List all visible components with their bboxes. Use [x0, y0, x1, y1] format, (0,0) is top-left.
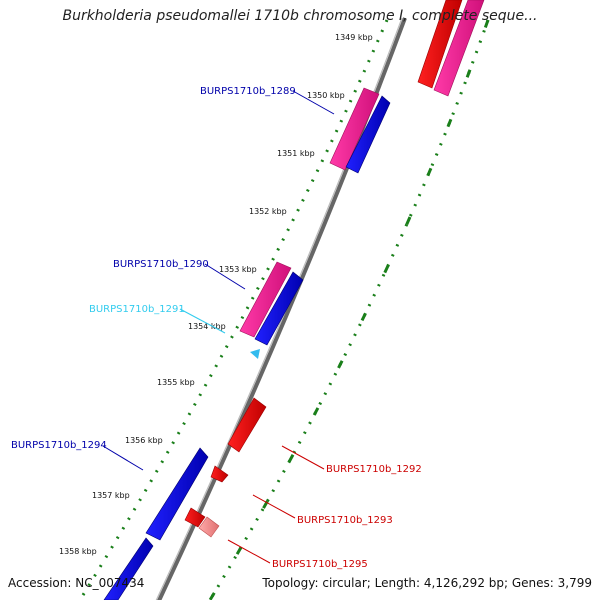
gene-arrow-red-top[interactable]: [417, 0, 463, 89]
label-leaders: [102, 90, 335, 564]
accession-text: Accession: NC_007434: [8, 576, 145, 590]
ruler-tick-label: 1349 kbp: [335, 33, 373, 42]
ruler-tick-label: 1357 kbp: [92, 491, 130, 500]
gene-burps1710b-1290-blue[interactable]: [254, 271, 304, 346]
ruler-tick-label: 1354 kbp: [188, 322, 226, 331]
ruler-tick-label: 1355 kbp: [157, 378, 195, 387]
gene-burps1710b-1289-blue[interactable]: [345, 95, 391, 174]
genome-summary-text: Topology: circular; Length: 4,126,292 bp…: [262, 576, 592, 590]
gene-burps1710b-1295[interactable]: [198, 516, 220, 538]
gene-features: [103, 0, 485, 600]
leader-line: [292, 90, 335, 115]
ruler-tick-label: 1358 kbp: [59, 547, 97, 556]
leader-line: [281, 445, 325, 470]
ruler-tick-label: 1350 kbp: [307, 91, 345, 100]
gene-burps1710b-1294[interactable]: [145, 447, 209, 541]
leader-line: [179, 308, 226, 334]
ruler-tick-label: 1356 kbp: [125, 436, 163, 445]
ruler-tick-label: 1351 kbp: [277, 149, 315, 158]
gc-track: [208, 19, 490, 600]
gene-burps1710b-1293[interactable]: [210, 465, 229, 483]
leader-line: [252, 494, 296, 519]
gene-label[interactable]: BURPS1710b_1295: [272, 559, 368, 570]
ruler-tick-labels: 1349 kbp 1350 kbp 1351 kbp 1352 kbp 1353…: [59, 33, 373, 556]
gene-burps1710b-1290-pink[interactable]: [239, 261, 292, 338]
gene-red-small-bottom[interactable]: [184, 507, 206, 528]
gene-labels: BURPS1710b_1289 BURPS1710b_1290 BURPS171…: [11, 86, 422, 570]
gene-label[interactable]: BURPS1710b_1292: [326, 464, 422, 475]
gene-label[interactable]: BURPS1710b_1293: [297, 515, 393, 526]
gene-blue-bottom[interactable]: [103, 537, 154, 600]
leader-line: [204, 263, 246, 290]
gene-burps1710b-1289-pink[interactable]: [329, 87, 380, 171]
gene-burps1710b-1291[interactable]: [250, 349, 260, 359]
gene-label[interactable]: BURPS1710b_1294: [11, 440, 107, 451]
gene-burps1710b-1292[interactable]: [227, 397, 267, 453]
leader-line: [102, 445, 144, 471]
gene-arrow-pink-top[interactable]: [433, 0, 485, 97]
gene-label[interactable]: BURPS1710b_1291: [89, 304, 185, 315]
leader-line: [227, 539, 271, 564]
gene-label[interactable]: BURPS1710b_1289: [200, 86, 296, 97]
ruler-tick-label: 1352 kbp: [249, 207, 287, 216]
ruler-tick-label: 1353 kbp: [219, 265, 257, 274]
gene-label[interactable]: BURPS1710b_1290: [113, 259, 209, 270]
map-title: Burkholderia pseudomallei 1710b chromoso…: [62, 8, 538, 24]
